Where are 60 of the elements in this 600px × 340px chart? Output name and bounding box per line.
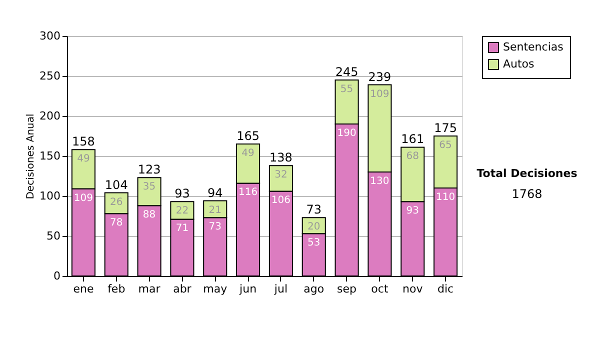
data-label: 130	[370, 176, 390, 187]
total-label: 94	[207, 186, 223, 200]
x-tick-label: abr	[173, 282, 192, 296]
y-tick-label: 150	[40, 150, 60, 162]
x-tick-label: ago	[304, 282, 324, 296]
data-label: 116	[238, 187, 258, 198]
total-label: 93	[174, 186, 190, 201]
total-label: 239	[368, 70, 392, 84]
x-tick-label: feb	[108, 282, 126, 296]
x-tick-label: ene	[73, 282, 94, 296]
data-label: 49	[242, 148, 254, 159]
total-label: 73	[306, 202, 322, 217]
total-label: 165	[236, 129, 260, 143]
data-label: 21	[208, 204, 222, 216]
data-label: 73	[208, 222, 222, 233]
data-label: 109	[74, 192, 94, 204]
x-tick-label: sep	[337, 282, 357, 296]
x-tick-label: dic	[437, 282, 454, 296]
total-label: 123	[138, 162, 161, 177]
data-label: 93	[406, 206, 419, 217]
text: 1768	[512, 187, 542, 201]
y-tick-label: 300	[40, 30, 60, 42]
data-label: 35	[142, 182, 156, 193]
total-label: 161	[401, 132, 424, 146]
y-axis-title: Decisiones Anual	[26, 114, 37, 200]
x-tick-label: nov	[402, 282, 424, 296]
y-tick-label: 0	[54, 270, 60, 282]
data-label: 55	[340, 84, 354, 95]
data-label: 49	[77, 154, 90, 165]
data-label: 26	[110, 196, 123, 208]
x-tick-label: jun	[238, 282, 257, 296]
data-label: 88	[142, 210, 156, 221]
data-label: 106	[271, 195, 291, 206]
data-label: 109	[370, 88, 390, 100]
data-label: 78	[110, 218, 123, 229]
total-label: 158	[72, 134, 95, 149]
text: Total Decisiones	[476, 167, 578, 180]
data-label: 22	[176, 206, 189, 217]
data-label: 53	[308, 238, 320, 249]
x-tick-label: oct	[371, 282, 389, 296]
data-label: 68	[406, 151, 419, 162]
x-tick-label: mar	[138, 282, 161, 296]
data-label: 71	[176, 223, 189, 234]
x-tick-label: jul	[273, 282, 288, 296]
y-tick-label: 100	[40, 190, 60, 202]
total-label: 104	[104, 178, 128, 192]
y-tick-label: 250	[40, 70, 60, 82]
legend-label: Autos	[503, 58, 535, 70]
total-label: 138	[270, 150, 292, 165]
data-label: 32	[274, 170, 288, 181]
legend-label: Sentencias	[503, 40, 564, 54]
data-label: 110	[436, 192, 456, 203]
y-tick-label: 200	[40, 110, 60, 122]
total-label: 175	[434, 121, 457, 135]
total-label: 245	[335, 65, 358, 79]
data-label: 190	[337, 128, 356, 139]
data-label: 20	[308, 222, 320, 233]
y-tick-label: 50	[46, 230, 60, 242]
x-tick-label: may	[203, 282, 228, 296]
data-label: 65	[439, 140, 452, 151]
